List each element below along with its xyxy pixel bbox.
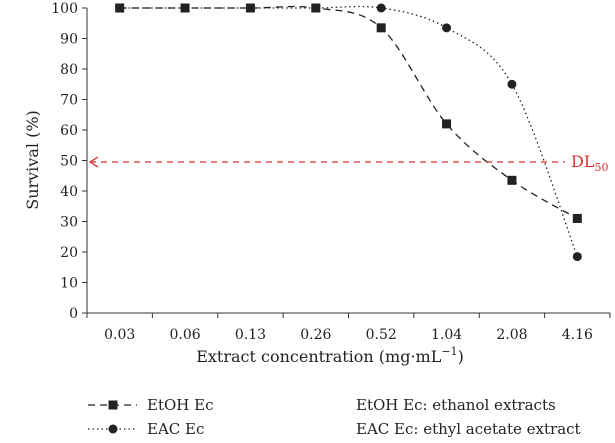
- y-tick-label: 10: [60, 276, 78, 292]
- data-point-etoh-ec: [572, 213, 582, 223]
- y-tick-label: 70: [60, 93, 78, 109]
- dl50-arrow-icon: [88, 156, 99, 168]
- legend-note: EAC Ec: ethyl acetate extract: [356, 420, 581, 438]
- data-point-etoh-ec: [507, 175, 517, 185]
- y-tick-label: 100: [51, 1, 78, 17]
- data-point-eac-ec: [572, 252, 582, 262]
- x-axis-ticks: 0.03 0.06 0.13 0.26 0.52 1.04 2.08 4.16: [86, 313, 611, 343]
- y-tick-label: 20: [60, 245, 78, 261]
- y-tick-label: 0: [69, 306, 78, 322]
- legend-marker-etoh-ec: [108, 400, 118, 410]
- series-line-eac-ec: [119, 5, 578, 257]
- data-point-eac-ec: [115, 3, 125, 13]
- legend-label-eac-ec: EAC Ec: [147, 420, 204, 438]
- series-line-etoh-ec: [119, 5, 578, 220]
- legend-label-etoh-ec: EtOH Ec: [147, 396, 213, 414]
- y-tick-label: 90: [60, 32, 78, 48]
- series-eac-ec: [115, 3, 582, 262]
- y-tick-label: 30: [60, 215, 78, 231]
- x-tick-label: 0.13: [235, 327, 266, 343]
- data-point-eac-ec: [245, 3, 255, 13]
- y-tick-label: 80: [60, 62, 78, 78]
- series-etoh-ec: [115, 3, 582, 223]
- data-point-etoh-ec: [376, 23, 386, 33]
- x-axis-title-end: ): [458, 347, 464, 366]
- x-tick-label: 0.06: [169, 327, 200, 343]
- reference-layer: DL50: [88, 152, 608, 174]
- y-tick-label: 50: [60, 154, 78, 170]
- x-tick-label: 1.04: [431, 327, 462, 343]
- legend: EtOH Ec EAC Ec EtOH Ec: ethanol extracts EA…: [88, 396, 581, 438]
- data-point-eac-ec: [507, 79, 517, 89]
- legend-note: EtOH Ec: ethanol extracts: [356, 396, 556, 414]
- data-point-eac-ec: [376, 3, 386, 13]
- dl50-label-subscript: 50: [594, 161, 608, 174]
- dl50-label-text: DL: [571, 152, 595, 171]
- y-tick-label: 60: [60, 123, 78, 139]
- x-axis-title-superscript: −1: [441, 345, 457, 358]
- legend-item-etoh-ec: EtOH Ec: [88, 396, 213, 414]
- data-point-eac-ec: [180, 3, 190, 13]
- x-tick-label: 2.08: [496, 327, 527, 343]
- y-axis-title: Survival (%): [23, 110, 42, 210]
- x-axis-title-text: Extract concentration (mg·mL: [196, 347, 442, 366]
- legend-marker-eac-ec: [108, 424, 118, 434]
- data-point-etoh-ec: [442, 119, 452, 129]
- x-tick-label: 0.52: [366, 327, 397, 343]
- y-tick-label: 40: [60, 184, 78, 200]
- legend-item-eac-ec: EAC Ec: [88, 420, 204, 438]
- y-axis-ticks: 0 10 20 30 40 50 60 70 80 90 100: [51, 1, 87, 322]
- x-tick-label: 4.16: [562, 327, 593, 343]
- x-tick-label: 0.03: [104, 327, 135, 343]
- series-layer: [115, 3, 582, 262]
- x-tick-label: 0.26: [300, 327, 331, 343]
- dl50-label: DL50: [571, 152, 608, 174]
- data-point-eac-ec: [442, 23, 452, 33]
- x-axis-title: Extract concentration (mg·mL−1): [196, 345, 464, 366]
- data-point-eac-ec: [311, 3, 321, 13]
